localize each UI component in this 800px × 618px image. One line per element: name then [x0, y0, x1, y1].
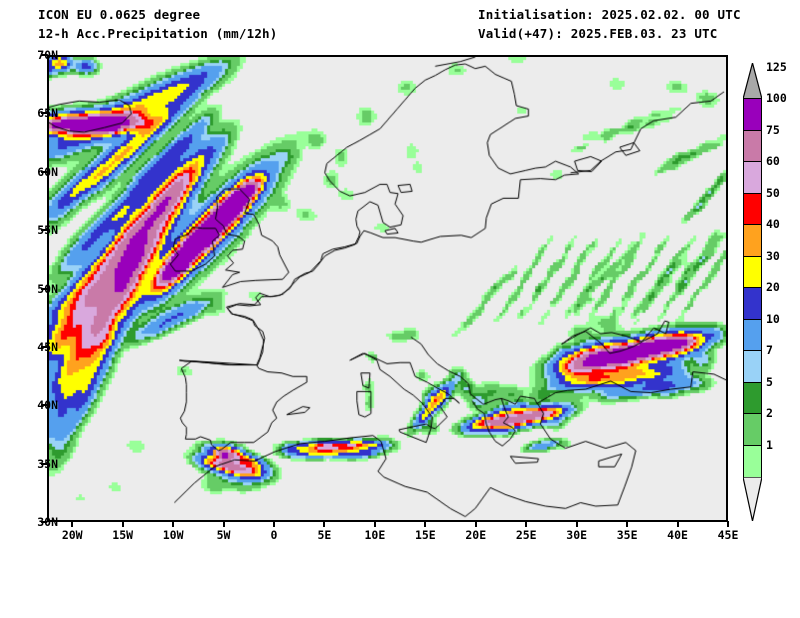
y-axis-tick — [41, 170, 47, 173]
colorbar-tick-label: 2 — [766, 406, 773, 420]
y-axis-tick — [41, 345, 47, 348]
x-axis-tick — [172, 521, 175, 527]
x-axis-label: 5W — [216, 528, 231, 542]
colorbar-tick-label: 5 — [766, 374, 773, 389]
x-axis-tick — [222, 521, 225, 527]
y-axis-label: 50N — [37, 281, 58, 296]
y-axis-label: 55N — [37, 223, 58, 238]
colorbar-band — [744, 382, 761, 414]
colorbar-band — [744, 351, 761, 383]
colorbar-tick-label: 30 — [766, 248, 780, 263]
x-axis-tick — [575, 521, 578, 527]
colorbar-band — [744, 445, 761, 477]
colorbar-tick-label: 10 — [766, 311, 780, 326]
colorbar-band — [744, 193, 761, 225]
colorbar-tick-label: 125 — [766, 59, 787, 74]
x-axis-label: 20W — [61, 528, 83, 542]
y-axis-label: 35N — [37, 456, 58, 471]
x-axis-tick — [121, 521, 124, 527]
x-axis-tick — [474, 521, 477, 527]
precipitation-map — [47, 55, 728, 522]
y-axis-label: 45N — [37, 339, 58, 354]
x-axis-tick — [424, 521, 427, 527]
y-axis-tick — [41, 521, 47, 523]
colorbar-over-arrow — [742, 60, 763, 100]
map-raster — [49, 57, 726, 520]
y-axis-label: 40N — [37, 398, 58, 413]
x-axis-tick — [626, 521, 629, 527]
initialisation-label: Initialisation: 2025.02.02. 00 UTC — [478, 7, 741, 22]
y-axis-tick — [41, 462, 47, 465]
colorbar-tick-label: 40 — [766, 217, 780, 231]
y-axis-label: 60N — [37, 164, 58, 179]
colorbar-tick-label: 100 — [766, 91, 787, 105]
x-axis-tick — [273, 521, 275, 527]
colorbar-under-arrow — [742, 476, 763, 522]
y-axis-tick — [41, 112, 47, 115]
colorbar-band — [744, 162, 761, 194]
y-axis-label: 65N — [37, 106, 58, 121]
x-axis-label: 20E — [465, 528, 487, 542]
x-axis-label: 35E — [616, 528, 638, 542]
x-axis-tick — [676, 521, 679, 527]
x-axis-label: 40E — [667, 528, 688, 542]
colorbar-band — [744, 99, 761, 131]
colorbar-tick-label: 60 — [766, 154, 780, 168]
colorbar-band — [744, 414, 761, 446]
x-axis-label: 25E — [515, 528, 537, 542]
y-axis-tick — [41, 404, 47, 407]
colorbar-tick-label: 50 — [766, 185, 780, 200]
x-axis-label: 30E — [566, 528, 588, 542]
colorbar-band — [744, 288, 761, 320]
y-axis-label: 30N — [37, 515, 58, 529]
colorbar-tick-label: 1 — [766, 437, 773, 452]
y-axis-tick — [41, 287, 47, 290]
colorbar — [743, 98, 762, 478]
x-axis-label: 15E — [414, 528, 436, 542]
y-axis-tick — [41, 54, 47, 56]
colorbar-tick-label: 75 — [766, 122, 780, 137]
x-axis-tick — [525, 521, 528, 527]
x-axis-label: 0 — [270, 528, 278, 542]
x-axis-label: 10W — [162, 528, 184, 542]
x-axis-tick — [71, 521, 74, 527]
colorbar-tick-label: 20 — [766, 280, 780, 294]
field-title: 12-h Acc.Precipitation (mm/12h) — [38, 26, 278, 41]
colorbar-band — [744, 225, 761, 257]
x-axis-label: 5E — [317, 528, 332, 542]
x-axis-tick — [323, 521, 326, 527]
valid-time-label: Valid(+47): 2025.FEB.03. 23 UTC — [478, 26, 718, 41]
y-axis-tick — [41, 229, 47, 232]
colorbar-band — [744, 256, 761, 288]
x-axis-tick — [727, 521, 729, 527]
x-axis-label: 15W — [112, 528, 134, 542]
colorbar-band — [744, 319, 761, 351]
x-axis-label: 10E — [364, 528, 386, 542]
colorbar-tick-label: 7 — [766, 343, 773, 357]
colorbar-band — [744, 130, 761, 162]
model-title: ICON EU 0.0625 degree — [38, 7, 201, 22]
x-axis-tick — [373, 521, 376, 527]
y-axis-label: 70N — [37, 48, 58, 62]
x-axis-label: 45E — [717, 528, 739, 542]
